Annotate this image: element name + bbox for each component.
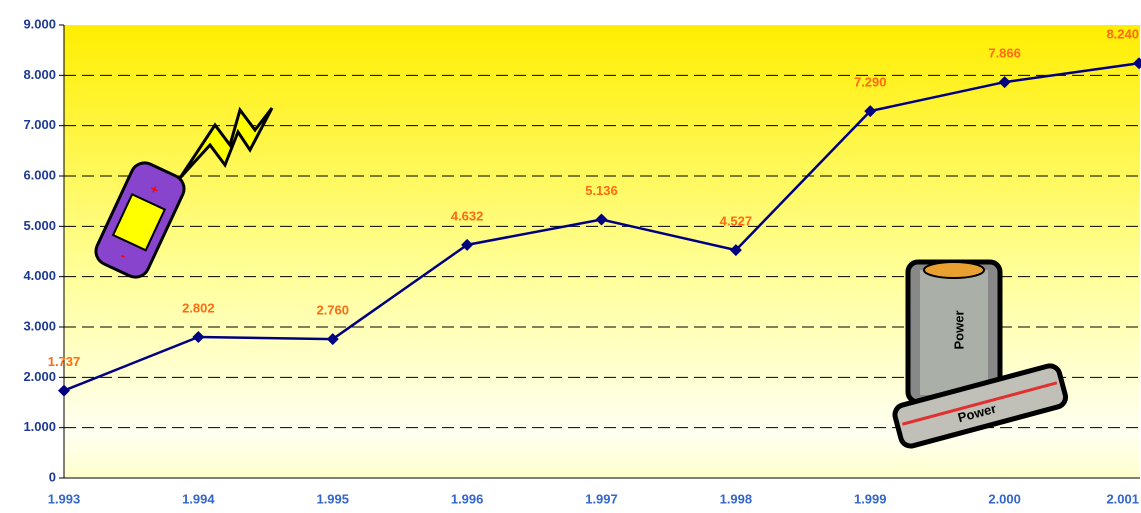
y-tick-label: 0 xyxy=(49,469,56,484)
x-tick-label: 1.995 xyxy=(316,491,349,506)
value-label: 2.760 xyxy=(316,303,349,318)
data-point xyxy=(864,105,877,118)
y-tick-label: 8.000 xyxy=(23,67,56,82)
x-tick-label: 2.001 xyxy=(1106,491,1139,506)
y-tick-label: 7.000 xyxy=(23,117,56,132)
x-tick-label: 1.998 xyxy=(720,491,753,506)
value-label: 4.527 xyxy=(720,214,753,229)
x-tick-label: 1.994 xyxy=(182,491,215,506)
x-tick-label: 1.999 xyxy=(854,491,887,506)
y-tick-label: 9.000 xyxy=(23,16,56,31)
value-label: 1.737 xyxy=(48,354,81,369)
value-label: 7.290 xyxy=(854,75,887,90)
y-tick-label: 2.000 xyxy=(23,369,56,384)
x-tick-label: 2.000 xyxy=(988,491,1021,506)
data-point xyxy=(58,384,70,397)
data-point xyxy=(595,213,608,226)
value-label: 8.240 xyxy=(1106,27,1139,42)
y-tick-label: 3.000 xyxy=(23,318,56,333)
value-label: 4.632 xyxy=(451,208,484,223)
data-point xyxy=(326,333,339,346)
data-point xyxy=(461,238,474,251)
value-label: 2.802 xyxy=(182,300,215,315)
y-tick-label: 6.000 xyxy=(23,167,56,182)
x-tick-label: 1.997 xyxy=(585,491,618,506)
data-point xyxy=(1133,57,1141,70)
data-point xyxy=(192,330,205,343)
x-tick-label: 1.993 xyxy=(48,491,81,506)
data-point xyxy=(998,76,1011,89)
x-tick-label: 1.996 xyxy=(451,491,484,506)
value-label: 7.866 xyxy=(988,46,1021,61)
battery-clipart-left: + - xyxy=(94,106,274,279)
data-point xyxy=(729,244,742,257)
battery-clipart-right: Power Power xyxy=(892,259,1069,449)
clipart-text: Power xyxy=(951,310,966,349)
svg-text:-: - xyxy=(118,248,128,263)
value-label: 5.136 xyxy=(585,183,618,198)
y-tick-label: 4.000 xyxy=(23,268,56,283)
y-tick-label: 5.000 xyxy=(23,218,56,233)
y-tick-label: 1.000 xyxy=(23,419,56,434)
